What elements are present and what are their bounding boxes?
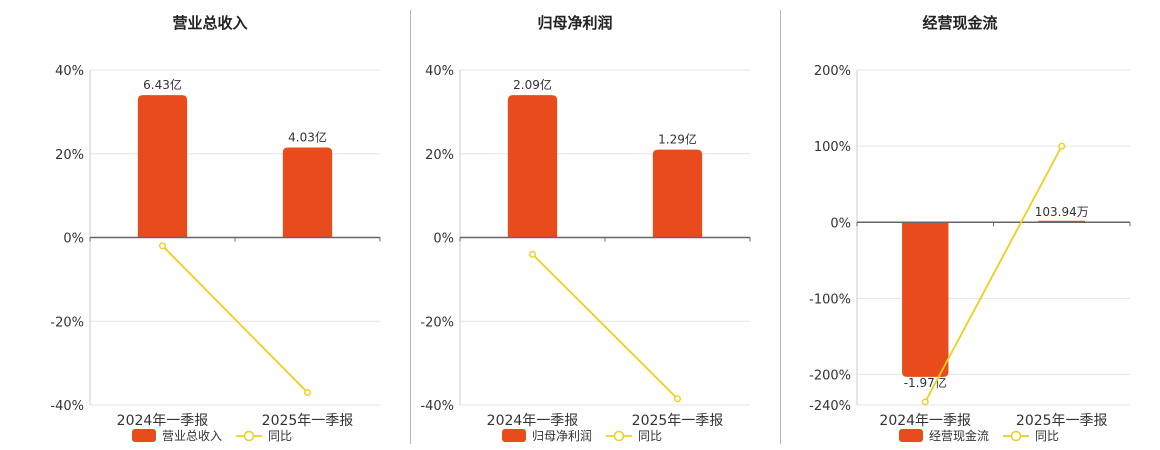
yoy-point bbox=[1058, 142, 1066, 150]
bar-data-label: 2.09亿 bbox=[513, 77, 552, 92]
x-category-label: 2024年一季报 bbox=[117, 413, 209, 429]
panel-divider bbox=[780, 10, 781, 444]
y-tick-label: 40% bbox=[425, 64, 454, 79]
chart-panel-cash-flow: 经营现金流 200% 100% 0% -100% -200% -240% -1.97亿 103.… bbox=[780, 0, 1160, 450]
bar-data-label: 4.03亿 bbox=[288, 129, 327, 144]
legend-bar-swatch bbox=[132, 429, 156, 442]
legend-bar-swatch bbox=[502, 429, 526, 442]
bar bbox=[137, 95, 188, 238]
y-tick-label: 200% bbox=[814, 64, 851, 79]
bar bbox=[902, 222, 949, 377]
legend-line-label: 同比 bbox=[638, 429, 662, 443]
y-tick-label: -20% bbox=[420, 315, 454, 330]
y-tick-label: -20% bbox=[50, 315, 84, 330]
y-tick-label: -40% bbox=[420, 399, 454, 414]
y-tick-label: 20% bbox=[425, 148, 454, 163]
legend-bar-label: 营业总收入 bbox=[162, 429, 222, 443]
x-category-label: 2024年一季报 bbox=[487, 413, 579, 429]
yoy-point bbox=[921, 398, 929, 406]
x-category-label: 2025年一季报 bbox=[632, 413, 724, 429]
legend-line-marker bbox=[243, 430, 255, 442]
legend-line-marker bbox=[1010, 430, 1022, 442]
chart-title: 归母净利润 bbox=[537, 14, 612, 32]
bar-data-label: 1.29亿 bbox=[658, 132, 697, 147]
y-tick-label: -200% bbox=[809, 369, 851, 384]
bar-data-label: -1.97亿 bbox=[904, 375, 947, 390]
chart-title: 营业总收入 bbox=[172, 14, 247, 32]
legend-line-label: 同比 bbox=[268, 429, 292, 443]
legend-bar-swatch bbox=[899, 429, 923, 442]
y-tick-label: 0% bbox=[63, 232, 84, 247]
y-tick-label: -100% bbox=[809, 292, 851, 307]
y-tick-label: 20% bbox=[55, 148, 84, 163]
chart-title: 经营现金流 bbox=[922, 14, 997, 32]
y-tick-label: 100% bbox=[814, 140, 851, 155]
y-tick-label: -240% bbox=[809, 399, 851, 414]
bar-data-label: 103.94万 bbox=[1035, 205, 1089, 219]
bar bbox=[652, 149, 703, 238]
bar bbox=[507, 95, 558, 238]
chart-svg: 经营现金流 200% 100% 0% -100% -200% -240% -1.97亿 103.… bbox=[809, 14, 1131, 443]
y-tick-label: 40% bbox=[55, 64, 84, 79]
yoy-point bbox=[528, 250, 536, 258]
x-category-label: 2024年一季报 bbox=[879, 413, 971, 429]
yoy-point bbox=[304, 388, 312, 396]
x-category-label: 2025年一季报 bbox=[1016, 413, 1108, 429]
x-category-label: 2025年一季报 bbox=[262, 413, 354, 429]
chart-panel-revenue: 营业总收入 40% 20% 0% -20% -40% 6.43亿 4.03亿 2024年一季报 2… bbox=[0, 0, 400, 450]
yoy-line bbox=[924, 145, 1063, 403]
y-tick-label: 0% bbox=[830, 216, 851, 231]
legend-bar-label: 归母净利润 bbox=[532, 429, 592, 443]
yoy-line bbox=[161, 245, 309, 394]
y-tick-label: 0% bbox=[433, 232, 454, 247]
yoy-point bbox=[158, 242, 166, 250]
yoy-line bbox=[531, 253, 679, 400]
chart-svg: 营业总收入 40% 20% 0% -20% -40% 6.43亿 4.03亿 2024年一季报 2… bbox=[50, 14, 381, 443]
yoy-point bbox=[674, 395, 682, 403]
legend-line-label: 同比 bbox=[1035, 429, 1059, 443]
y-tick-label: -40% bbox=[50, 399, 84, 414]
bar bbox=[282, 147, 333, 238]
legend-bar-label: 经营现金流 bbox=[929, 428, 989, 443]
chart-svg: 归母净利润 40% 20% 0% -20% -40% 2.09亿 1.29亿 2024年一季报 2… bbox=[420, 14, 751, 443]
legend-line-marker bbox=[613, 430, 625, 442]
bar-data-label: 6.43亿 bbox=[143, 77, 182, 92]
panel-divider bbox=[410, 10, 411, 444]
chart-panel-net-profit: 归母净利润 40% 20% 0% -20% -40% 2.09亿 1.29亿 2024年一季报 2… bbox=[410, 0, 780, 450]
